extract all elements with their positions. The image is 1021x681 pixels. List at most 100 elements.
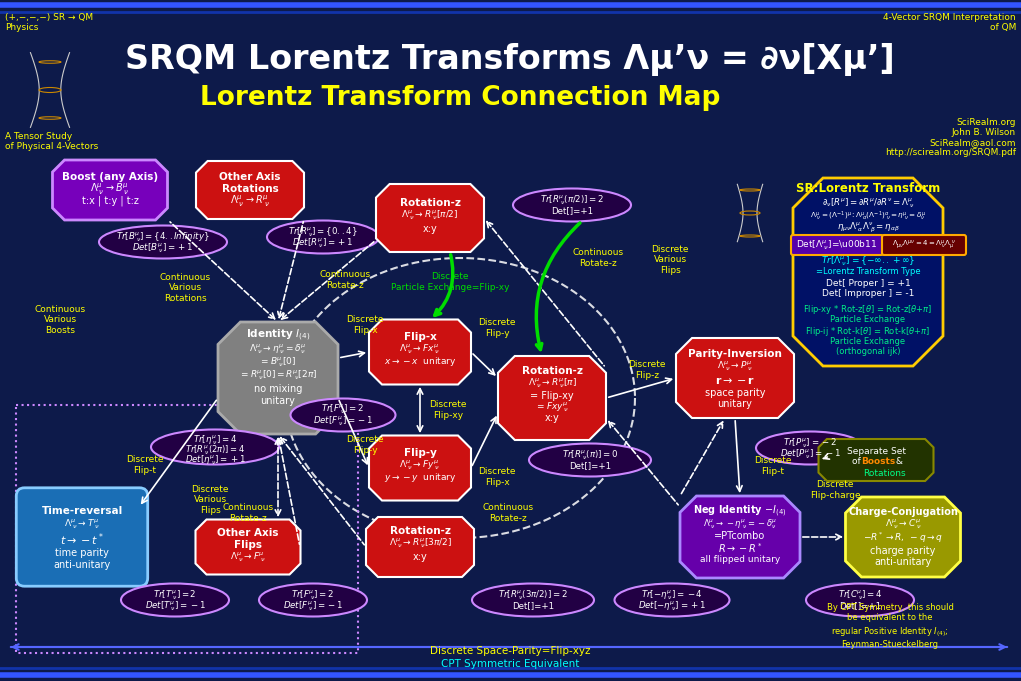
Polygon shape xyxy=(676,338,794,418)
Text: no mixing: no mixing xyxy=(254,384,302,394)
FancyBboxPatch shape xyxy=(16,488,148,586)
Text: $\Lambda^\mu_{\ \nu} \to -\eta^\mu_{\ \nu} = -\delta^\mu_\nu$: $\Lambda^\mu_{\ \nu} \to -\eta^\mu_{\ \n… xyxy=(702,518,777,530)
Text: $\Lambda_{\mu\nu}\Lambda^{\mu\nu}=4=\Lambda^\mu_{\ \nu}\Lambda_\mu^{\ \nu}$: $\Lambda_{\mu\nu}\Lambda^{\mu\nu}=4=\Lam… xyxy=(892,238,956,252)
Text: Other Axis: Other Axis xyxy=(217,528,279,538)
Text: $t \to -t^*$: $t \to -t^*$ xyxy=(60,532,104,548)
Polygon shape xyxy=(793,178,943,366)
Text: $Tr[F^\mu_{\ \nu}]=2$: $Tr[F^\mu_{\ \nu}]=2$ xyxy=(322,402,364,415)
Text: $Det[\eta^\mu_{\ \nu}]=+1$: $Det[\eta^\mu_{\ \nu}]=+1$ xyxy=(185,454,245,466)
Text: Other Axis: Other Axis xyxy=(220,172,281,182)
Ellipse shape xyxy=(151,430,279,464)
Text: Rotation-z: Rotation-z xyxy=(522,366,583,376)
Text: Discrete
Various
Flips: Discrete Various Flips xyxy=(191,485,229,516)
Polygon shape xyxy=(52,160,167,220)
Text: SciRealm.org: SciRealm.org xyxy=(957,118,1016,127)
Text: Rotations: Rotations xyxy=(222,184,279,194)
Text: Parity-Inversion: Parity-Inversion xyxy=(688,349,782,359)
Text: Det[ Proper ] = +1: Det[ Proper ] = +1 xyxy=(826,279,911,289)
Text: of Physical 4-Vectors: of Physical 4-Vectors xyxy=(5,142,98,151)
Text: $Tr[C^\mu_{\ \nu}]=4$: $Tr[C^\mu_{\ \nu}]=4$ xyxy=(837,588,882,602)
Ellipse shape xyxy=(121,584,229,616)
Text: Neg Identity $-I_{(4)}$: Neg Identity $-I_{(4)}$ xyxy=(693,503,787,519)
Text: unitary: unitary xyxy=(718,399,752,409)
Text: Continuous
Rotate-z: Continuous Rotate-z xyxy=(573,248,624,268)
Text: $\Lambda^\mu_{\ \nu} \to R^\mu_{\ \nu}[3\pi/2]$: $\Lambda^\mu_{\ \nu} \to R^\mu_{\ \nu}[3… xyxy=(389,536,451,550)
Text: Det[]=+1: Det[]=+1 xyxy=(551,206,593,215)
Text: Discrete
Flip-z: Discrete Flip-z xyxy=(628,360,666,380)
Ellipse shape xyxy=(529,443,651,477)
Text: $R \to -R^*$: $R \to -R^*$ xyxy=(718,541,763,555)
Text: $\Lambda^\mu_{\ \nu} \to Fy^\mu_{\ \nu}$: $\Lambda^\mu_{\ \nu} \to Fy^\mu_{\ \nu}$ xyxy=(399,458,440,472)
Text: Discrete
Flip-y: Discrete Flip-y xyxy=(478,318,516,338)
Text: By CPT Symmetry, this should
be equivalent to the
regular Positive Identity $I_{: By CPT Symmetry, this should be equivale… xyxy=(827,603,954,649)
Text: Rotation-z: Rotation-z xyxy=(389,526,450,536)
Text: Continuous
Various
Boosts: Continuous Various Boosts xyxy=(35,305,86,335)
Text: (orthogonal ijk): (orthogonal ijk) xyxy=(836,347,901,356)
Text: Discrete
Flip-xy: Discrete Flip-xy xyxy=(429,400,467,420)
Text: Det[]=+1: Det[]=+1 xyxy=(569,462,611,471)
Text: $= Fxy^\mu_{\ \nu}$: $= Fxy^\mu_{\ \nu}$ xyxy=(535,400,569,414)
Text: $\Lambda^\mu_{\ \nu} \to R^\mu_{\ \nu}[\pi]$: $\Lambda^\mu_{\ \nu} \to R^\mu_{\ \nu}[\… xyxy=(528,376,577,390)
Ellipse shape xyxy=(806,584,914,616)
Text: space parity: space parity xyxy=(704,388,766,398)
Polygon shape xyxy=(369,319,471,385)
Text: SR:Lorentz Transform: SR:Lorentz Transform xyxy=(796,182,940,195)
Text: $\Lambda^\mu_{\ \nu} \to T^\mu_{\ \nu}$: $\Lambda^\mu_{\ \nu} \to T^\mu_{\ \nu}$ xyxy=(64,518,100,530)
Text: x:y: x:y xyxy=(423,224,437,234)
Text: $Tr[F^\mu_{\ \nu}]=2$: $Tr[F^\mu_{\ \nu}]=2$ xyxy=(291,588,335,602)
Text: &: & xyxy=(893,458,903,466)
Text: = Flip-xy: = Flip-xy xyxy=(530,391,574,401)
Text: SRQM Lorentz Transforms Λμ’ν = ∂ν[Xμ’]: SRQM Lorentz Transforms Λμ’ν = ∂ν[Xμ’] xyxy=(126,44,894,76)
Text: $Det[-\eta^\mu_{\ \nu}]=+1$: $Det[-\eta^\mu_{\ \nu}]=+1$ xyxy=(638,599,707,613)
Text: Discrete
Flip-y: Discrete Flip-y xyxy=(346,435,384,455)
Text: Particle Exchange: Particle Exchange xyxy=(830,315,906,323)
Polygon shape xyxy=(498,356,606,440)
Text: $y \to -y$  unitary: $y \to -y$ unitary xyxy=(384,471,456,484)
Polygon shape xyxy=(218,322,338,434)
Text: $Det[R^\mu_{\ \nu}]=+1$: $Det[R^\mu_{\ \nu}]=+1$ xyxy=(292,236,353,250)
Text: Discrete Space-Parity=Flip-xyz: Discrete Space-Parity=Flip-xyz xyxy=(430,646,590,656)
Text: x:y: x:y xyxy=(544,413,560,423)
Text: Discrete
Flip-x: Discrete Flip-x xyxy=(346,315,384,335)
Text: Lorentz Transform Connection Map: Lorentz Transform Connection Map xyxy=(200,85,720,111)
Text: SciRealm@aol.com: SciRealm@aol.com xyxy=(929,138,1016,147)
Text: Discrete
Flip-t: Discrete Flip-t xyxy=(755,456,791,476)
Text: $Tr[R^\mu_{\ \nu}(\pi/2)]=2$: $Tr[R^\mu_{\ \nu}(\pi/2)]=2$ xyxy=(540,193,604,207)
Text: $Tr[R^\mu_{\ \nu}(\pi)]=0$: $Tr[R^\mu_{\ \nu}(\pi)]=0$ xyxy=(562,448,619,462)
Bar xyxy=(16,405,358,653)
Ellipse shape xyxy=(615,584,729,616)
Text: $Det[P^\mu_{\ \nu}]=-1$: $Det[P^\mu_{\ \nu}]=-1$ xyxy=(780,447,840,461)
Text: Separate Set: Separate Set xyxy=(846,447,906,456)
Text: Det[$\Lambda^\mu_{\ \nu}$]=\u00b11: Det[$\Lambda^\mu_{\ \nu}$]=\u00b11 xyxy=(796,238,878,252)
Text: Particle Exchange: Particle Exchange xyxy=(830,338,906,347)
Text: $\Lambda^\mu_{\ \nu} \to \eta^\mu_{\ \nu} = \delta^\mu_\nu$: $\Lambda^\mu_{\ \nu} \to \eta^\mu_{\ \nu… xyxy=(249,343,307,355)
Text: Flip-x: Flip-x xyxy=(403,332,436,342)
Text: $\eta_{\mu\nu}\Lambda^\mu_{\ \alpha}\Lambda^\nu_{\ \beta} = \eta_{\alpha\beta}$: $\eta_{\mu\nu}\Lambda^\mu_{\ \alpha}\Lam… xyxy=(836,221,900,235)
Text: John B. Wilson: John B. Wilson xyxy=(952,128,1016,137)
Polygon shape xyxy=(195,520,300,575)
Text: $\Lambda^\mu_{\ \nu} = (\Lambda^{-1})^\mu : \Lambda^\mu_{\ \alpha}(\Lambda^{-1}): $\Lambda^\mu_{\ \nu} = (\Lambda^{-1})^\m… xyxy=(810,209,926,223)
Polygon shape xyxy=(819,439,933,481)
Text: Flip-y: Flip-y xyxy=(403,448,436,458)
Text: $\Lambda^\mu_{\ \nu} \to C^\mu_{\ \nu}$: $\Lambda^\mu_{\ \nu} \to C^\mu_{\ \nu}$ xyxy=(884,518,921,530)
Text: $\mathbf{r} \to -\mathbf{r}$: $\mathbf{r} \to -\mathbf{r}$ xyxy=(715,375,756,385)
Ellipse shape xyxy=(99,225,227,259)
Text: $Tr[T^\mu_{\ \nu}]=2$: $Tr[T^\mu_{\ \nu}]=2$ xyxy=(153,588,197,602)
Text: $Tr[\Lambda^\mu_{\ \nu}]=\{-\infty..+\infty\}$: $Tr[\Lambda^\mu_{\ \nu}]=\{-\infty..+\in… xyxy=(821,254,915,268)
Text: A Tensor Study: A Tensor Study xyxy=(5,132,72,141)
Text: Boosts: Boosts xyxy=(861,458,895,466)
Ellipse shape xyxy=(268,221,379,253)
Text: time parity: time parity xyxy=(55,548,109,558)
Text: (+,−,−,−) SR → QM: (+,−,−,−) SR → QM xyxy=(5,13,93,22)
Ellipse shape xyxy=(513,189,631,221)
Text: CPT Symmetric Equivalent: CPT Symmetric Equivalent xyxy=(441,659,579,669)
Ellipse shape xyxy=(472,584,594,616)
Text: 4-Vector SRQM Interpretation: 4-Vector SRQM Interpretation xyxy=(883,13,1016,22)
Text: of QM: of QM xyxy=(989,23,1016,32)
Text: charge parity: charge parity xyxy=(870,546,935,556)
Text: anti-unitary: anti-unitary xyxy=(874,557,931,567)
FancyBboxPatch shape xyxy=(791,235,883,255)
Text: Rotations: Rotations xyxy=(863,469,906,477)
Text: $\Lambda^\mu_{\ \nu} \to B^\mu_{\ \nu}$: $\Lambda^\mu_{\ \nu} \to B^\mu_{\ \nu}$ xyxy=(90,181,130,197)
Text: Det[]=+1: Det[]=+1 xyxy=(512,601,554,610)
